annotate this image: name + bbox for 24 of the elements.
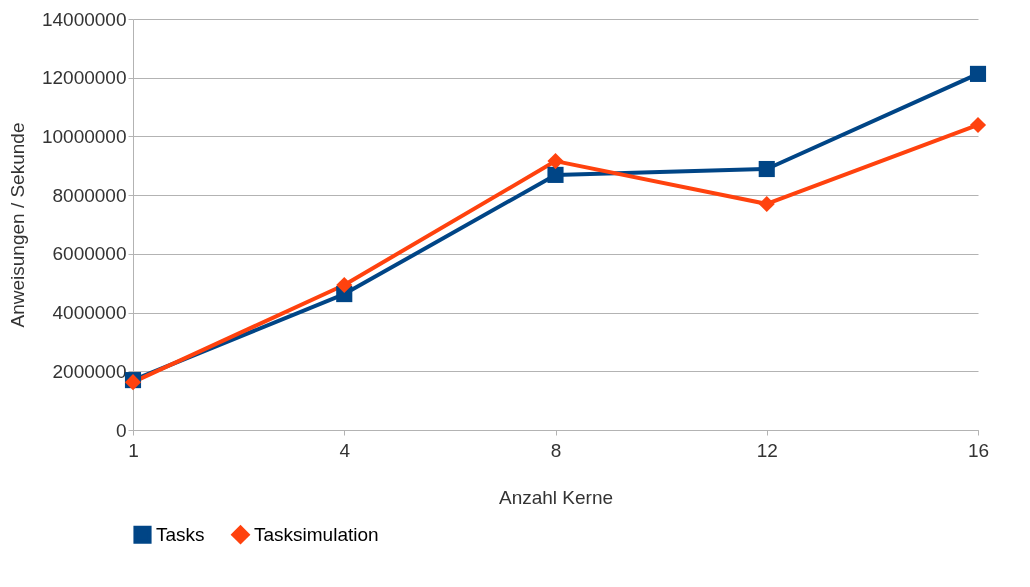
point bbox=[336, 276, 353, 294]
x-tick-label: 4 bbox=[339, 439, 351, 461]
point bbox=[547, 153, 564, 170]
point bbox=[969, 116, 987, 134]
y-tick-label: 0 bbox=[115, 419, 127, 441]
point bbox=[758, 160, 775, 178]
y-tick-label: 4000000 bbox=[52, 302, 127, 324]
y-tick-label: 2000000 bbox=[52, 360, 127, 382]
point bbox=[758, 195, 775, 213]
y-tick-label: 12000000 bbox=[41, 67, 127, 89]
legend-label: Tasks bbox=[156, 523, 205, 545]
y-tick-label: 14000000 bbox=[41, 8, 127, 30]
y-tick-label: 10000000 bbox=[41, 125, 127, 147]
point bbox=[969, 65, 987, 82]
x-axis-title: Anzahl Kerne bbox=[498, 486, 614, 508]
y-tick-label: 8000000 bbox=[52, 184, 127, 206]
point bbox=[547, 166, 564, 183]
x-tick-label: 1 bbox=[128, 439, 139, 461]
y-tick-label: 6000000 bbox=[52, 243, 127, 265]
legend-label: Tasksimulation bbox=[254, 523, 379, 545]
x-tick-label: 16 bbox=[967, 439, 990, 461]
x-tick-label: 12 bbox=[756, 439, 778, 461]
x-tick-label: 8 bbox=[550, 439, 562, 461]
y-axis-title: Anweisungen / Sekunde bbox=[6, 122, 28, 328]
